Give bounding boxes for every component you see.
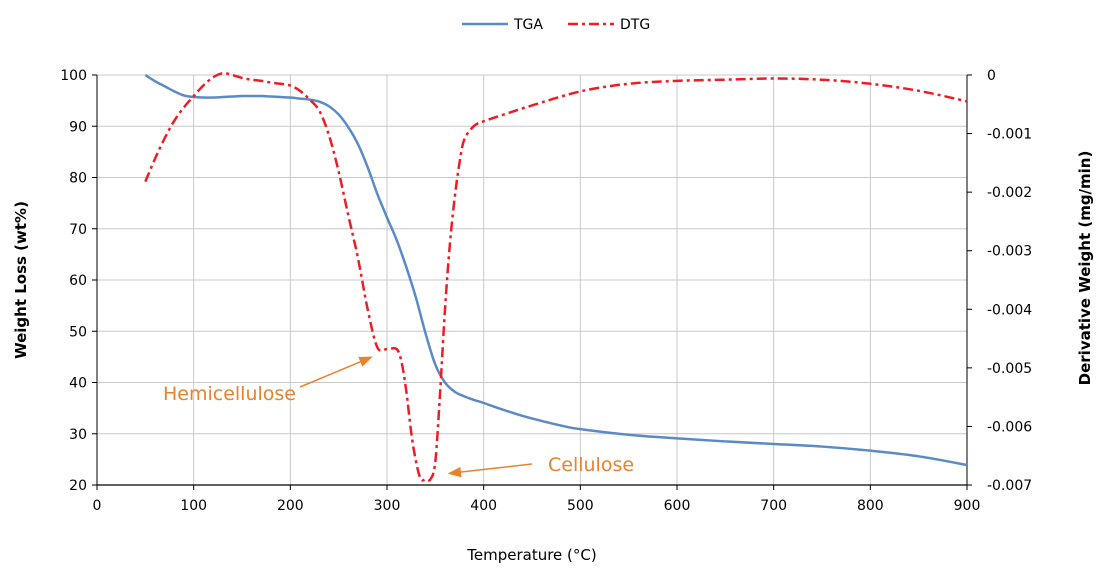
grid (97, 74, 967, 485)
x-tick-labels: 0 100 200 300 400 500 600 700 800 900 (93, 485, 981, 514)
x-tick-label: 800 (857, 498, 884, 514)
annotation-arrow-cellulose (447, 463, 533, 478)
y2-tick-labels: 0 -0.001 -0.002 -0.003 -0.004 -0.005 -0.006 -0.… (967, 68, 1032, 494)
y-tick-label: 20 (69, 478, 87, 494)
y2-axis-title: Derivative Weight (mg/min) (1076, 151, 1094, 386)
x-tick-label: 500 (567, 498, 594, 514)
y-axis-title: Weight Loss (wt%) (12, 201, 30, 359)
x-tick-label: 900 (954, 498, 981, 514)
y2-tick-label: -0.004 (987, 302, 1032, 318)
y2-tick-label: 0 (987, 68, 996, 84)
y-tick-labels: 20 30 40 50 60 70 80 90 100 (60, 68, 97, 494)
x-tick-label: 0 (93, 498, 102, 514)
y-tick-label: 60 (69, 273, 87, 289)
y2-tick-label: -0.003 (987, 244, 1032, 260)
x-tick-label: 300 (374, 498, 401, 514)
x-tick-label: 400 (470, 498, 497, 514)
legend: TGA DTG (462, 17, 650, 33)
x-tick-label: 700 (760, 498, 787, 514)
legend-tga-label: TGA (513, 17, 543, 33)
y-tick-label: 50 (69, 324, 87, 340)
x-tick-label: 600 (664, 498, 691, 514)
x-tick-label: 200 (277, 498, 304, 514)
y-tick-label: 90 (69, 119, 87, 135)
y-tick-label: 40 (69, 376, 87, 392)
annotation-label-hemicellulose: Hemicellulose (163, 383, 296, 405)
series-line-dtg (144, 71, 968, 482)
annotations: Hemicellulose Cellulose (163, 356, 634, 478)
y-tick-label: 30 (69, 427, 87, 443)
y-tick-label: 70 (69, 222, 87, 238)
annotation-arrow-hemicellulose (299, 356, 373, 388)
y2-tick-label: -0.005 (987, 361, 1032, 377)
legend-dtg-label: DTG (620, 17, 650, 33)
y-tick-label: 100 (60, 68, 87, 84)
x-tick-label: 100 (180, 498, 207, 514)
y2-tick-label: -0.006 (987, 419, 1032, 435)
x-axis-title: Temperature (°C) (466, 546, 596, 564)
y2-tick-label: -0.007 (987, 478, 1032, 494)
y-tick-label: 80 (69, 171, 87, 187)
y2-tick-label: -0.002 (987, 185, 1032, 201)
series (144, 71, 968, 482)
series-line-tga (144, 73, 968, 467)
annotation-label-cellulose: Cellulose (548, 454, 634, 476)
y2-tick-label: -0.001 (987, 127, 1032, 143)
